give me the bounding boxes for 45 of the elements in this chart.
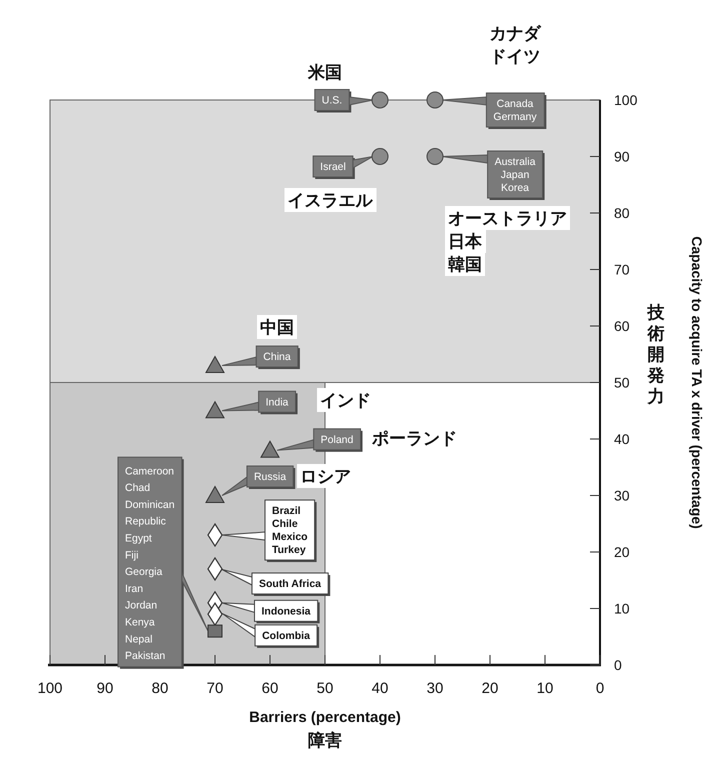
- y-tick-label: 30: [614, 488, 630, 504]
- point: [208, 624, 222, 638]
- x-tick-label: 0: [596, 680, 604, 697]
- point: [372, 148, 388, 165]
- y-tick-label: 50: [614, 374, 630, 390]
- x-tick-label: 90: [96, 680, 114, 697]
- annotation: Canada Germany: [493, 98, 538, 124]
- y-tick-label: 10: [614, 600, 630, 616]
- x-tick-label: 10: [536, 680, 554, 697]
- x-tick-label: 100: [37, 680, 63, 697]
- y-tick-label: 70: [614, 262, 630, 278]
- y-tick-label: 20: [614, 544, 630, 560]
- x-axis-title: Barriers (percentage) 障害: [249, 709, 401, 750]
- point: [426, 92, 444, 108]
- y-axis-title: Capacity to acquire TA x driver (percentage): [689, 236, 705, 529]
- x-tick-label: 80: [152, 680, 168, 697]
- annotation: U.S.: [322, 94, 342, 107]
- annotation: Israel: [320, 161, 346, 174]
- x-tick-label: 30: [426, 680, 444, 697]
- annotation: Russia: [254, 471, 286, 484]
- point: [206, 401, 224, 418]
- point: [426, 148, 444, 165]
- y-tick-label: 40: [614, 431, 630, 447]
- annotation: Brazil Chile Mexico Turkey: [272, 505, 308, 556]
- y-tick-label: 80: [614, 205, 630, 221]
- annotation: Australia Japan Korea: [494, 156, 536, 194]
- y-tick-label: 100: [614, 92, 638, 108]
- annotation: South Africa: [258, 578, 322, 590]
- y-tick-label: 60: [614, 318, 630, 334]
- x-tick-label: 40: [372, 680, 388, 697]
- x-tick-label: 70: [206, 680, 224, 697]
- y-tick-label: 0: [614, 657, 622, 673]
- point: [372, 92, 388, 108]
- point: [206, 486, 224, 503]
- x-tick-label: 50: [316, 680, 334, 697]
- y-tick-label: 90: [614, 148, 630, 164]
- annotation: Poland: [320, 434, 354, 446]
- point: [260, 440, 280, 458]
- annotation: Colombia: [262, 630, 310, 642]
- point: [206, 356, 224, 374]
- x-tick-label: 20: [482, 680, 498, 697]
- annotation: China: [263, 351, 291, 364]
- x-tick-label: 60: [262, 680, 278, 697]
- annotation: India: [266, 396, 289, 408]
- text: 技術開発力: [646, 303, 666, 406]
